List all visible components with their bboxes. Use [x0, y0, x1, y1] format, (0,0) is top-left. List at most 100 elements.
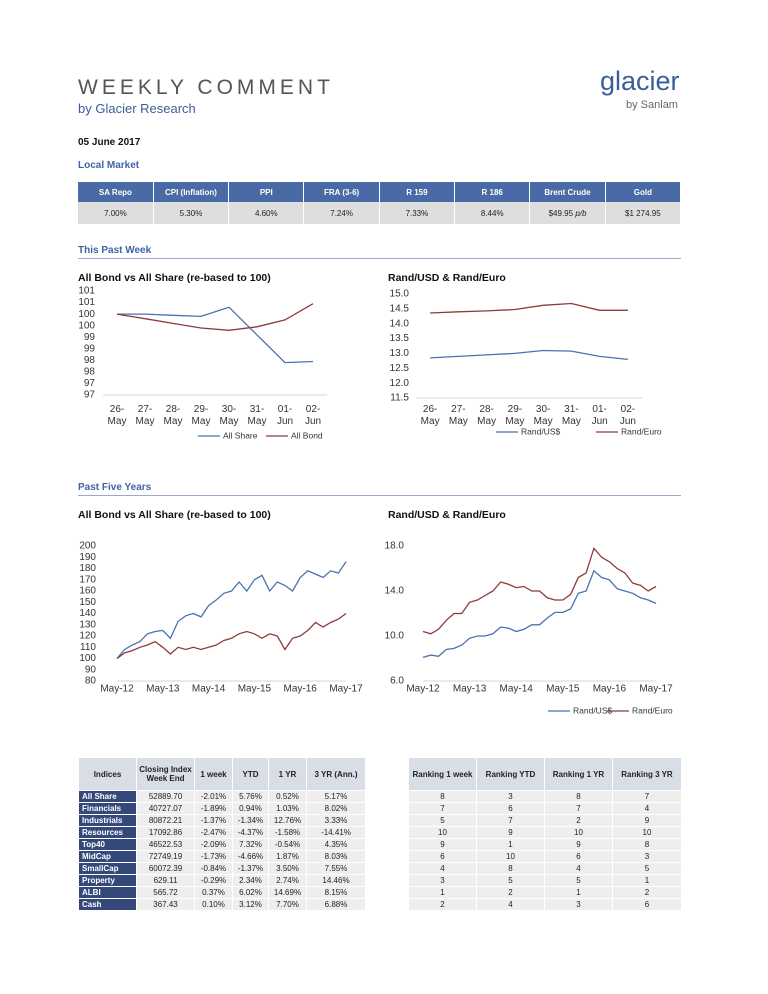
cell: 80872.21: [136, 814, 195, 827]
row: Financials 40727.07 -1.89% 0.94% 1.03% 8.02%: [78, 802, 366, 815]
x-tick-label: 29-May: [505, 404, 524, 427]
chart-title: Rand/USD & Rand/Euro: [388, 509, 506, 521]
cell: 6: [612, 898, 682, 911]
column-header: Ranking YTD: [476, 757, 545, 791]
cell: -0.54%: [268, 838, 307, 851]
cell: -1.37%: [194, 814, 233, 827]
value-row: 7.00% 5.30% 4.60% 7.24% 7.33% 8.44% $49.95 p/b…: [78, 202, 682, 224]
x-tick-label: 27-May: [136, 404, 155, 427]
column-header: 1 YR: [268, 757, 307, 791]
column-header: YTD: [232, 757, 269, 791]
row: 10 9 10 10: [408, 826, 682, 839]
indices-table: Indices Closing Index Week End 1 week YTD 1 …: [78, 757, 366, 911]
x-tick-label: 02-Jun: [305, 404, 321, 427]
x-tick-label: 30-May: [220, 404, 239, 427]
cell: 4.60%: [228, 202, 305, 224]
y-tick-label: 18.0: [385, 541, 405, 552]
x-tick-label: May-15: [238, 684, 272, 695]
y-tick-label: 12.0: [390, 378, 410, 389]
legend-label: Rand/Euro: [632, 705, 673, 715]
y-tick-label: 13.0: [390, 348, 410, 359]
column-header: Ranking 1 week: [408, 757, 477, 791]
x-tick-label: May-14: [500, 684, 534, 695]
y-tick-label: 10.0: [385, 631, 405, 642]
legend-label: All Bond: [291, 430, 323, 440]
cell: 2.34%: [232, 874, 269, 887]
x-tick-label: 26-May: [108, 404, 127, 427]
cell: $49.95 p/b: [529, 202, 606, 224]
y-tick-label: 80: [85, 676, 97, 687]
cell: 8.03%: [306, 850, 366, 863]
unit: p/b: [575, 208, 587, 218]
row: 6 10 6 3: [408, 850, 682, 863]
cell: 6: [544, 850, 613, 863]
header-row: Indices Closing Index Week End 1 week YTD 1 …: [78, 757, 366, 791]
cell: 2: [476, 886, 545, 899]
row: MidCap 72749.19 -1.73% -4.66% 1.87% 8.03%: [78, 850, 366, 863]
cell: -2.01%: [194, 790, 233, 803]
y-tick-label: 14.5: [390, 303, 410, 314]
x-tick-label: 28-May: [477, 404, 496, 427]
value: $1 274.95: [625, 208, 661, 218]
header-row: SA Repo CPI (Inflation) PPI FRA (3-6) R 159 R…: [78, 182, 682, 202]
x-tick-label: 26-May: [421, 404, 440, 427]
cell: 72749.19: [136, 850, 195, 863]
data-line: [116, 303, 314, 331]
y-tick-label: 101: [78, 286, 95, 297]
cell: 5: [544, 874, 613, 887]
cell: 1: [612, 874, 682, 887]
cell: 4: [544, 862, 613, 875]
y-tick-label: 180: [79, 563, 96, 574]
x-tick-label: May-15: [546, 684, 580, 695]
x-tick-label: May-16: [284, 684, 318, 695]
x-tick-label: May-16: [593, 684, 627, 695]
x-tick-label: May-17: [639, 684, 673, 695]
cell: 6.88%: [306, 898, 366, 911]
legend-label: All Share: [223, 430, 258, 440]
cell: 5.30%: [153, 202, 230, 224]
chart-title: All Bond vs All Share (re-based to 100): [78, 509, 271, 521]
cell: 5: [408, 814, 477, 827]
cell: 12.76%: [268, 814, 307, 827]
y-tick-label: 160: [79, 586, 96, 597]
x-tick-label: May-13: [146, 684, 180, 695]
data-line: [430, 302, 628, 314]
cell: 629.11: [136, 874, 195, 887]
cell: 8: [408, 790, 477, 803]
x-tick-label: May-17: [329, 684, 363, 695]
cell: -1.34%: [232, 814, 269, 827]
cell: 5.17%: [306, 790, 366, 803]
column-header: CPI (Inflation): [153, 182, 230, 202]
y-tick-label: 200: [79, 541, 96, 552]
header-row: Ranking 1 week Ranking YTD Ranking 1 YR Ran…: [408, 757, 682, 791]
cell: -1.58%: [268, 826, 307, 839]
y-tick-label: 6.0: [390, 676, 404, 687]
column-header: Ranking 1 YR: [544, 757, 613, 791]
x-tick-label: 30-May: [534, 404, 553, 427]
cell: 565.72: [136, 886, 195, 899]
column-header: R 186: [454, 182, 531, 202]
y-tick-label: 14.0: [385, 586, 405, 597]
legend-label: Rand/US$: [573, 705, 612, 715]
cell: 8: [476, 862, 545, 875]
cell: $1 274.95: [605, 202, 682, 224]
cell: 6: [408, 850, 477, 863]
cell: 3: [476, 790, 545, 803]
y-tick-label: 12.5: [390, 363, 410, 374]
y-tick-label: 15.0: [390, 289, 410, 300]
value: 8.44%: [480, 208, 504, 218]
cell: 367.43: [136, 898, 195, 911]
cell: 8: [612, 838, 682, 851]
cell: 8: [544, 790, 613, 803]
value: 7.00%: [104, 208, 127, 218]
cell: 7: [544, 802, 613, 815]
cell: 1: [408, 886, 477, 899]
legend-label: Rand/US$: [521, 426, 560, 436]
